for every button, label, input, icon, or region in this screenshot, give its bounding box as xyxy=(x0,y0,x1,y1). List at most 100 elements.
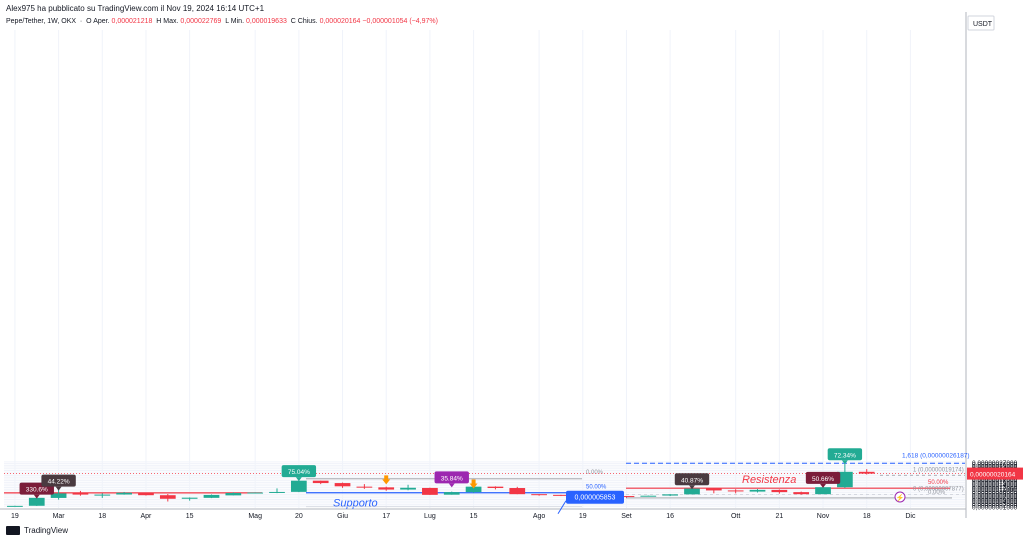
pct-label-text: 75.04% xyxy=(288,469,310,476)
brand-footer[interactable]: TradingView xyxy=(6,526,68,535)
change-value: −0,000001054 (−4,97%) xyxy=(362,18,438,25)
y-tick-label: 0,00000008000 xyxy=(972,492,1018,499)
candle-body xyxy=(509,488,526,495)
close-value: 0,000020164 xyxy=(319,18,361,25)
fib-label-mid: 50.00% xyxy=(586,485,607,491)
x-tick-label: 15 xyxy=(186,513,194,520)
pct-label-box xyxy=(281,465,317,478)
open-value: 0,000021218 xyxy=(111,18,153,25)
candle-body xyxy=(50,493,67,498)
price-tag-text: 0,000005853 xyxy=(575,495,616,502)
last-price-text: 0,00000020164 xyxy=(970,472,1016,479)
candle-body xyxy=(290,480,307,492)
candle-body xyxy=(7,505,23,507)
symbol-label[interactable]: Pepe/Tether, 1W, OKX xyxy=(6,18,77,25)
candle-body xyxy=(247,492,264,494)
close-prefix: C xyxy=(290,18,296,25)
pct-label-pointer xyxy=(295,477,302,482)
y-tick-label: 0,00000014000 xyxy=(972,482,1018,489)
candle-body xyxy=(28,497,45,506)
pct-label-box xyxy=(434,471,469,484)
fib-ext-label-0: 0 (0,00000007877) xyxy=(913,487,964,493)
x-tick-label: Mar xyxy=(53,513,66,520)
x-tick-label: Ago xyxy=(533,513,546,520)
x-tick-label: 18 xyxy=(98,513,106,520)
support-label: Supporto xyxy=(333,498,378,510)
candle-body xyxy=(378,487,395,490)
candle-body xyxy=(94,494,111,496)
candle-body xyxy=(771,489,788,493)
tradingview-logo-icon xyxy=(6,526,20,535)
x-tick-label: Lug xyxy=(424,513,436,520)
y-tick-label: 0,00000015000 xyxy=(972,480,1018,487)
pct-label-pointer xyxy=(688,485,695,490)
candle-body xyxy=(138,492,154,496)
ohlc-legend: Pepe/Tether, 1W, OKX · O Aper. 0,0000212… xyxy=(6,18,438,25)
pct-label-pointer xyxy=(841,460,848,465)
candle-body xyxy=(225,492,242,496)
candle-body xyxy=(662,494,679,496)
price-tag-box xyxy=(566,490,624,504)
candle-body xyxy=(356,486,373,488)
price-tag-pointer xyxy=(557,500,567,514)
x-tick-label: 20 xyxy=(295,513,303,520)
fib-ext-label-1: 1 (0,00000019174) xyxy=(913,467,964,473)
pct-label-text: 40.87% xyxy=(681,477,703,484)
candle-body xyxy=(203,494,220,498)
pct-label-text: 50.66% xyxy=(812,476,834,483)
low-prefix: L xyxy=(225,18,229,25)
candle-body xyxy=(793,492,810,495)
x-tick-label: Apr xyxy=(141,513,153,520)
fib-ext-label-1618: 1,618 (0,00000026187) xyxy=(902,452,970,459)
candle-body xyxy=(858,471,875,474)
pct-label-pointer xyxy=(448,483,455,488)
candle-body xyxy=(72,493,89,495)
y-tick-label: 0,00000003000 xyxy=(972,501,1018,508)
candle-body xyxy=(684,488,700,495)
pct-label-pointer xyxy=(33,494,40,499)
open-prefix: O xyxy=(86,18,92,25)
pct-label-box xyxy=(674,473,710,486)
candle-body xyxy=(422,487,438,495)
x-tick-label: 15 xyxy=(470,513,478,520)
x-tick-label: Dic xyxy=(905,513,916,520)
candle-body xyxy=(334,483,351,487)
y-tick-label: 0,00000007000 xyxy=(972,494,1018,501)
y-tick-label: 0,00000010000 xyxy=(972,489,1018,496)
y-tick-label: 0,00000001000 xyxy=(972,504,1018,511)
y-tick-label: 0,00000004000 xyxy=(972,499,1018,506)
down-arrow-icon xyxy=(382,475,391,485)
high-text: Max. xyxy=(163,18,179,25)
candle-body xyxy=(312,480,329,484)
pct-label-pointer xyxy=(55,486,62,491)
y-tick-label: 0,00000026000 xyxy=(972,462,1018,469)
candle-body xyxy=(181,497,198,499)
candle-body xyxy=(269,491,285,493)
low-value: 0,000019633 xyxy=(245,18,287,25)
y-tick-label: 0,00000012000 xyxy=(972,486,1018,493)
pct-label-pointer xyxy=(820,483,827,488)
x-tick-label: 21 xyxy=(775,513,783,520)
down-arrow-icon xyxy=(469,479,478,489)
candle-body xyxy=(815,487,831,495)
fib-label-top: 0.00% xyxy=(586,470,604,476)
pct-label-box xyxy=(41,474,76,487)
candle-body xyxy=(618,496,635,498)
x-tick-label: 18 xyxy=(863,513,871,520)
candle-body xyxy=(640,495,657,497)
pct-label-text: 72.34% xyxy=(834,452,856,459)
x-tick-label: Ott xyxy=(731,513,740,520)
x-tick-label: 16 xyxy=(666,513,674,520)
candle-body xyxy=(465,486,482,493)
last-price-badge xyxy=(967,467,1023,480)
candle-body xyxy=(116,492,132,495)
fib-ext-label-00: 0.00% xyxy=(928,490,946,496)
x-tick-label: Giu xyxy=(337,513,348,520)
close-text: Chius. xyxy=(297,18,318,25)
low-text: Min. xyxy=(230,18,245,25)
brand-name: TradingView xyxy=(24,526,69,535)
y-tick-label: 0,00000025000 xyxy=(972,463,1018,470)
candle-body xyxy=(159,495,176,499)
y-tick-label: 0,00000016000 xyxy=(972,479,1018,486)
